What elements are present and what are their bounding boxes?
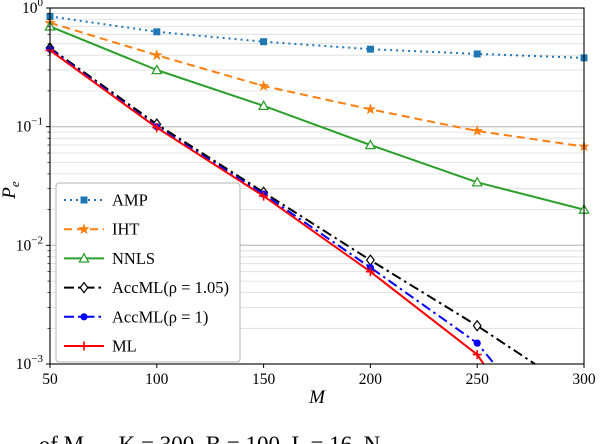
y-tick-label: 10−2 bbox=[16, 234, 43, 254]
marker-circle-icon bbox=[80, 313, 88, 321]
marker-plus-icon bbox=[79, 341, 89, 351]
marker-triangle-icon bbox=[471, 176, 483, 187]
x-tick-label: 50 bbox=[42, 371, 58, 388]
marker-square-icon bbox=[80, 196, 88, 204]
legend-label: NNLS bbox=[112, 249, 155, 268]
marker-plus-icon bbox=[152, 123, 162, 133]
x-tick-label: 200 bbox=[359, 371, 383, 388]
legend-box bbox=[55, 182, 241, 363]
marker-star-icon bbox=[151, 49, 163, 61]
series-line bbox=[49, 47, 536, 365]
marker-circle-icon bbox=[473, 339, 481, 347]
marker-star-icon bbox=[471, 125, 483, 136]
marker-diamond-icon bbox=[472, 319, 482, 332]
marker-plus-icon bbox=[365, 267, 375, 277]
x-tick-label: 250 bbox=[466, 371, 490, 388]
legend-label: AMP bbox=[112, 191, 148, 210]
marker-plus-icon bbox=[259, 191, 269, 201]
marker-triangle-icon bbox=[364, 139, 377, 150]
y-tick-label: 100 bbox=[22, 0, 44, 17]
marker-square-icon bbox=[260, 38, 268, 46]
series-line bbox=[49, 25, 585, 211]
chart-svg: 50 100 150 200 250 300 100 10−1 10−2 10−3 M Pe AMP IH… bbox=[0, 0, 596, 408]
plot-frame bbox=[49, 7, 585, 365]
legend-label: AccML(ρ = 1) bbox=[112, 307, 208, 326]
x-tick-label: 150 bbox=[252, 371, 276, 388]
marker-triangle-icon bbox=[151, 64, 163, 75]
y-tick-label: 10−1 bbox=[16, 116, 43, 136]
marker-square-icon bbox=[473, 50, 481, 58]
legend-label: AccML(ρ = 1.05) bbox=[112, 278, 229, 297]
y-tick-label: 10−3 bbox=[16, 353, 44, 373]
x-tick-label: 300 bbox=[572, 371, 596, 388]
caption: … of M … K = 300, B = 100, L = 16, N … bbox=[0, 419, 610, 444]
axis-label-x: M bbox=[308, 387, 326, 408]
x-tick-label: 100 bbox=[145, 371, 169, 388]
marker-star-icon bbox=[257, 80, 270, 91]
marker-square-icon bbox=[153, 28, 161, 36]
marker-triangle-icon bbox=[78, 252, 90, 263]
marker-star-icon bbox=[78, 223, 90, 235]
marker-square-icon bbox=[366, 45, 374, 53]
marker-triangle-icon bbox=[257, 99, 270, 111]
series-line bbox=[49, 21, 585, 148]
series-group bbox=[44, 12, 590, 365]
series-iht bbox=[44, 16, 590, 152]
legend: AMP IHT NNLS AccML(ρ = 1.05) AccML(ρ = 1) ML bbox=[55, 182, 241, 363]
series-line bbox=[49, 49, 485, 365]
series-line bbox=[49, 15, 585, 59]
caption-text: … of M … K = 300, B = 100, L = 16, N … bbox=[10, 432, 409, 444]
grid bbox=[50, 12, 584, 329]
marker-star-icon bbox=[364, 103, 377, 115]
marker-diamond-icon bbox=[79, 281, 89, 294]
marker-plus-icon bbox=[472, 350, 482, 360]
series-amp bbox=[46, 12, 588, 62]
axis-label-y: Pe bbox=[0, 181, 22, 200]
legend-label: IHT bbox=[112, 220, 140, 239]
legend-label: ML bbox=[112, 337, 137, 356]
